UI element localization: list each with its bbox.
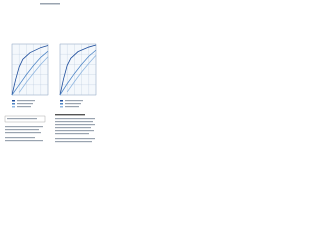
legend-left xyxy=(12,100,35,108)
data-line xyxy=(59,49,97,96)
text-line xyxy=(5,137,35,139)
text-line xyxy=(55,121,93,123)
text-line xyxy=(17,106,31,108)
text-line xyxy=(55,130,94,132)
text-line xyxy=(65,100,83,102)
legend-right xyxy=(60,100,83,108)
legend-swatch xyxy=(60,103,63,105)
table xyxy=(4,115,46,123)
text-line xyxy=(5,126,43,128)
heading-line xyxy=(55,114,85,116)
legend-swatch xyxy=(12,103,15,105)
header-text xyxy=(40,3,60,5)
legend-swatch xyxy=(60,106,63,108)
legend-swatch xyxy=(12,100,15,102)
data-line xyxy=(11,50,49,96)
data-line xyxy=(18,56,49,93)
data-line xyxy=(59,44,97,96)
text-line xyxy=(65,103,81,105)
text-line xyxy=(55,133,89,135)
text-line xyxy=(7,118,37,120)
text-line xyxy=(55,124,95,126)
text-line xyxy=(5,140,43,142)
text-line xyxy=(55,118,95,120)
text-line xyxy=(17,103,33,105)
text-line xyxy=(65,106,79,108)
legend-swatch xyxy=(12,106,15,108)
text-block-right xyxy=(55,114,95,143)
text-line xyxy=(17,100,35,102)
text-line xyxy=(5,129,39,131)
page: {"chart_data": [ {"type": "line", "xlim"… xyxy=(0,0,100,182)
text-block-left xyxy=(4,115,46,142)
text-line xyxy=(5,132,41,134)
data-line xyxy=(66,54,97,93)
text-line xyxy=(55,127,91,129)
document xyxy=(4,3,97,143)
text-line xyxy=(55,138,95,140)
data-line xyxy=(11,45,49,96)
text-line xyxy=(55,141,92,143)
legend-swatch xyxy=(60,100,63,102)
